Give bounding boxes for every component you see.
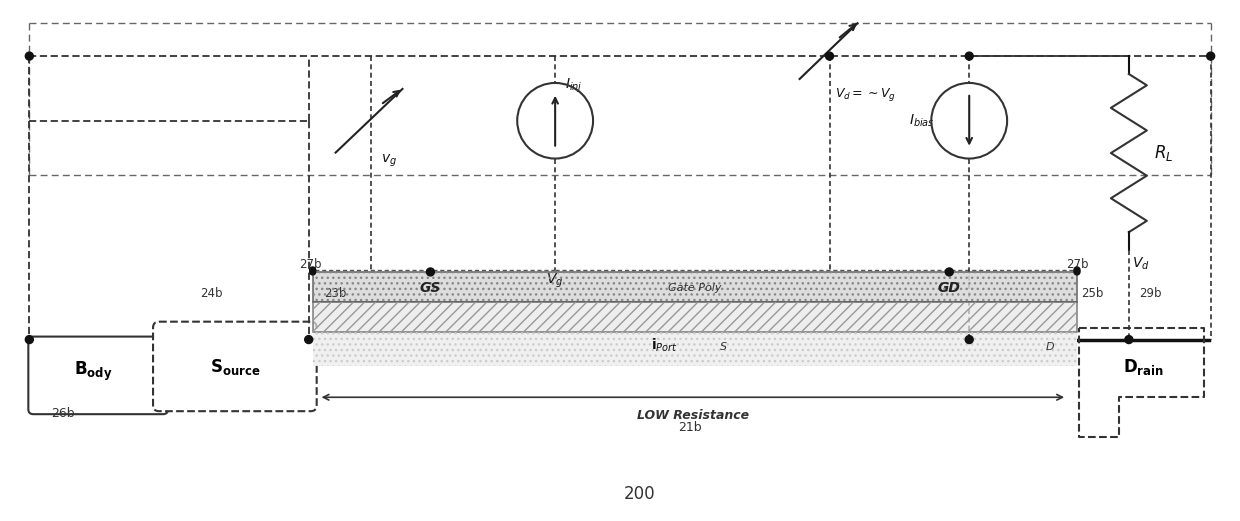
Bar xyxy=(312,272,1078,302)
Text: 23b: 23b xyxy=(324,287,346,300)
Text: $I_{bias}$: $I_{bias}$ xyxy=(909,113,935,129)
FancyBboxPatch shape xyxy=(153,321,316,411)
Text: S: S xyxy=(719,342,727,352)
Bar xyxy=(312,272,1078,302)
Circle shape xyxy=(1125,336,1133,343)
Text: 24b: 24b xyxy=(200,287,222,300)
Text: 27b: 27b xyxy=(1065,258,1089,271)
Circle shape xyxy=(427,268,434,276)
Text: $v_g$: $v_g$ xyxy=(381,153,397,169)
Text: $V_g$: $V_g$ xyxy=(547,272,564,290)
Text: 25b: 25b xyxy=(1081,287,1104,300)
Circle shape xyxy=(965,336,973,343)
Text: LOW Resistance: LOW Resistance xyxy=(637,409,749,422)
Text: 200: 200 xyxy=(624,485,656,503)
Circle shape xyxy=(310,269,316,275)
Text: $\mathbf{i}_{Port}$: $\mathbf{i}_{Port}$ xyxy=(651,337,678,354)
FancyBboxPatch shape xyxy=(29,337,167,414)
Circle shape xyxy=(945,268,954,276)
Text: $R_L$: $R_L$ xyxy=(1153,143,1173,163)
Text: 27b: 27b xyxy=(299,258,322,271)
Text: $V_d$: $V_d$ xyxy=(1132,256,1149,272)
Circle shape xyxy=(305,336,312,343)
Text: $\mathbf{B}_{\mathbf{ody}}$: $\mathbf{B}_{\mathbf{ody}}$ xyxy=(74,360,113,383)
Circle shape xyxy=(965,52,973,60)
Bar xyxy=(312,302,1078,332)
Circle shape xyxy=(310,267,316,273)
Text: 29b: 29b xyxy=(1138,287,1162,300)
Text: D: D xyxy=(1045,342,1054,352)
Bar xyxy=(312,332,1078,366)
Bar xyxy=(312,332,1078,366)
Bar xyxy=(312,302,1078,332)
Circle shape xyxy=(25,336,33,343)
Circle shape xyxy=(1074,269,1080,275)
Circle shape xyxy=(25,52,33,60)
Circle shape xyxy=(1074,267,1080,273)
Text: 26b: 26b xyxy=(51,407,74,420)
Text: $\mathbf{D}_{\mathbf{rain}}$: $\mathbf{D}_{\mathbf{rain}}$ xyxy=(1123,357,1164,377)
Text: $I_{inj}$: $I_{inj}$ xyxy=(565,77,583,95)
Text: GD: GD xyxy=(937,281,961,295)
Text: Gate Poly: Gate Poly xyxy=(668,283,722,293)
Circle shape xyxy=(826,52,833,60)
Text: $V_d=\sim V_g$: $V_d=\sim V_g$ xyxy=(835,86,895,103)
Text: 21b: 21b xyxy=(678,421,702,434)
Text: $\mathbf{S}_{\mathbf{ource}}$: $\mathbf{S}_{\mathbf{ource}}$ xyxy=(210,357,260,377)
Text: GS: GS xyxy=(419,281,441,295)
Circle shape xyxy=(1207,52,1215,60)
